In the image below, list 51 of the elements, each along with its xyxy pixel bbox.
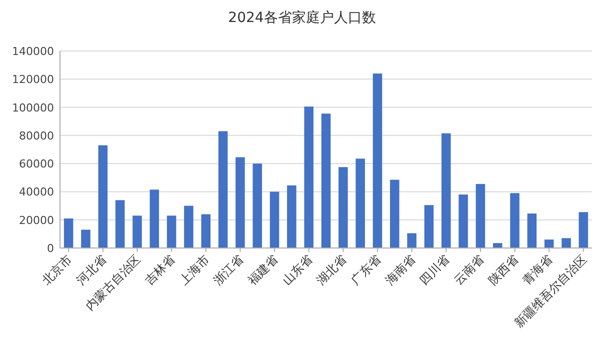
- bar: [527, 214, 537, 248]
- y-tick-label: 100000: [12, 101, 54, 114]
- bar: [64, 218, 74, 248]
- x-tick-label: 云南省: [451, 252, 487, 288]
- y-tick-label: 80000: [19, 129, 54, 142]
- bar: [304, 106, 314, 248]
- bar: [270, 192, 280, 248]
- y-tick-label: 140000: [12, 45, 54, 58]
- bar: [578, 212, 588, 248]
- y-tick-label: 120000: [12, 73, 54, 86]
- x-tick-label: 北京市: [39, 252, 75, 288]
- bar: [252, 164, 262, 248]
- x-tick-label: 山东省: [280, 252, 315, 288]
- y-tick-label: 0: [47, 242, 54, 255]
- bar: [150, 190, 160, 248]
- bar: [424, 205, 434, 248]
- bar: [287, 185, 296, 248]
- x-tick-label: 浙江省: [210, 252, 246, 288]
- x-tick-label: 四川省: [416, 252, 452, 288]
- x-tick-label: 吉林省: [142, 252, 178, 288]
- bar: [321, 114, 331, 248]
- bar: [115, 200, 125, 248]
- bar: [356, 158, 365, 248]
- y-tick-label: 60000: [19, 158, 54, 171]
- bar: [372, 74, 382, 248]
- x-tick-label: 上海市: [176, 252, 212, 288]
- bar: [184, 206, 194, 248]
- bar: [81, 230, 90, 248]
- bar: [236, 157, 245, 248]
- y-tick-label: 40000: [19, 186, 54, 199]
- bar: [201, 214, 211, 248]
- y-tick-label: 20000: [19, 214, 54, 227]
- x-tick-label: 湖北省: [314, 252, 350, 288]
- bar: [338, 167, 348, 248]
- x-tick-label: 海南省: [382, 252, 418, 288]
- bar: [166, 216, 176, 248]
- x-tick-label: 福建省: [245, 252, 281, 288]
- bar: [562, 238, 571, 248]
- bar: [390, 180, 400, 248]
- bar: [510, 193, 520, 248]
- bar: [441, 133, 451, 248]
- bar: [476, 184, 486, 248]
- x-tick-label: 陕西省: [486, 252, 521, 288]
- bar: [458, 194, 468, 248]
- bar: [98, 145, 108, 248]
- chart-title: 2024各省家庭户人口数: [228, 10, 376, 26]
- bar: [407, 233, 416, 248]
- x-tick-label: 广东省: [348, 252, 384, 288]
- bar: [218, 131, 228, 248]
- bar: [132, 216, 142, 248]
- bar: [544, 240, 554, 248]
